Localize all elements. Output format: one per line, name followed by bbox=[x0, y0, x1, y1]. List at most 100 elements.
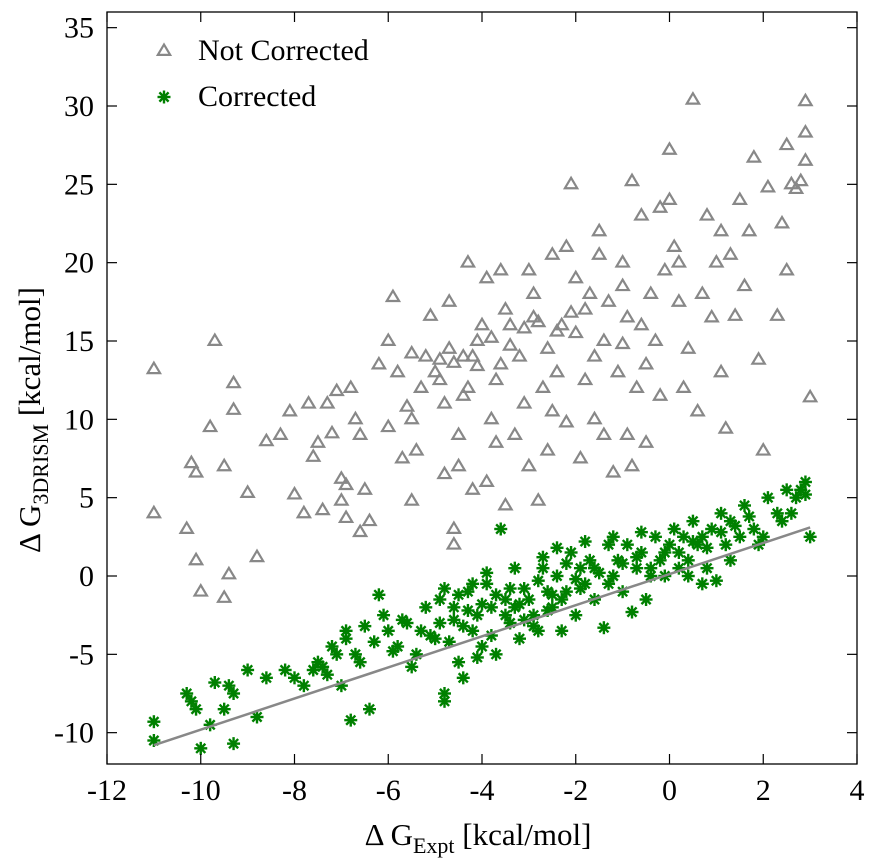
data-point bbox=[648, 530, 662, 544]
data-point bbox=[452, 655, 466, 669]
data-point bbox=[295, 504, 312, 519]
data-point bbox=[323, 424, 341, 439]
data-point bbox=[520, 261, 537, 276]
data-point bbox=[183, 454, 200, 469]
data-point bbox=[450, 426, 467, 440]
data-point bbox=[427, 363, 444, 378]
data-point bbox=[483, 329, 500, 343]
data-point bbox=[586, 410, 603, 425]
data-point bbox=[573, 582, 587, 596]
data-point bbox=[770, 506, 784, 520]
data-point bbox=[441, 293, 458, 307]
data-point bbox=[761, 491, 775, 505]
data-point bbox=[417, 348, 434, 362]
data-point bbox=[389, 363, 406, 378]
data-point bbox=[436, 395, 453, 409]
y-tick-label: 5 bbox=[79, 482, 94, 515]
data-point bbox=[559, 556, 573, 570]
data-point bbox=[502, 337, 519, 351]
data-point bbox=[733, 530, 747, 544]
data-point bbox=[281, 402, 298, 417]
data-point bbox=[555, 624, 569, 638]
data-point bbox=[431, 351, 448, 365]
series-corrected bbox=[147, 475, 817, 755]
chart-marks bbox=[145, 91, 819, 755]
data-point bbox=[783, 175, 800, 190]
data-point bbox=[286, 485, 303, 500]
data-point bbox=[450, 457, 467, 472]
series-not-corrected bbox=[145, 91, 819, 603]
data-point bbox=[686, 514, 700, 528]
data-point bbox=[513, 632, 526, 646]
data-point bbox=[567, 324, 584, 339]
data-point bbox=[637, 434, 655, 448]
data-point bbox=[661, 191, 678, 205]
data-point bbox=[145, 360, 162, 375]
data-point bbox=[225, 401, 242, 415]
data-point bbox=[606, 530, 620, 544]
data-point bbox=[534, 379, 552, 393]
data-point bbox=[358, 619, 372, 633]
data-point bbox=[384, 288, 402, 303]
data-point bbox=[517, 582, 531, 596]
data-point bbox=[272, 426, 289, 440]
x-tick-label: -4 bbox=[470, 774, 495, 807]
data-point bbox=[619, 308, 636, 323]
data-point bbox=[719, 538, 733, 552]
data-point bbox=[278, 663, 292, 677]
data-point bbox=[681, 553, 695, 567]
data-point bbox=[403, 492, 420, 506]
data-point bbox=[597, 621, 611, 635]
data-point bbox=[395, 613, 409, 627]
data-point bbox=[633, 316, 650, 331]
x-tick-label: -12 bbox=[87, 774, 127, 807]
data-point bbox=[797, 92, 814, 107]
data-point bbox=[300, 395, 317, 409]
data-point bbox=[792, 172, 809, 187]
data-point bbox=[356, 481, 373, 495]
data-point bbox=[469, 357, 486, 372]
data-point bbox=[227, 687, 241, 700]
data-point bbox=[408, 442, 425, 456]
data-point bbox=[202, 418, 219, 433]
fit-line bbox=[153, 526, 811, 747]
data-point bbox=[419, 600, 433, 614]
data-point bbox=[630, 550, 644, 564]
data-point bbox=[686, 535, 700, 549]
data-point bbox=[145, 504, 162, 519]
data-point bbox=[361, 512, 378, 527]
data-point bbox=[250, 710, 264, 724]
data-point bbox=[184, 694, 198, 708]
data-point bbox=[217, 702, 231, 716]
data-point bbox=[475, 640, 489, 653]
data-point bbox=[539, 442, 556, 456]
data-point bbox=[712, 363, 730, 378]
data-point bbox=[489, 647, 503, 661]
data-point bbox=[530, 492, 547, 506]
data-point bbox=[347, 410, 364, 425]
data-point bbox=[798, 475, 812, 489]
data-point bbox=[675, 379, 692, 393]
y-tick-label: 25 bbox=[64, 168, 94, 201]
data-point bbox=[473, 316, 491, 331]
data-point bbox=[661, 141, 678, 155]
data-point bbox=[459, 254, 477, 268]
data-point bbox=[573, 561, 587, 575]
data-point bbox=[259, 671, 273, 685]
data-point bbox=[333, 470, 350, 484]
data-point bbox=[689, 402, 706, 417]
data-point bbox=[445, 536, 462, 550]
data-point bbox=[709, 574, 723, 588]
data-point bbox=[216, 457, 233, 472]
data-point bbox=[414, 624, 428, 638]
data-point bbox=[684, 91, 702, 105]
y-tick-label: 15 bbox=[64, 325, 94, 358]
data-point bbox=[447, 600, 461, 614]
data-point bbox=[344, 713, 358, 727]
legend-triangle-icon bbox=[155, 42, 173, 57]
data-point bbox=[492, 355, 509, 370]
data-point bbox=[305, 448, 322, 462]
data-point bbox=[742, 509, 756, 523]
data-point bbox=[600, 293, 617, 307]
data-point bbox=[644, 561, 658, 575]
